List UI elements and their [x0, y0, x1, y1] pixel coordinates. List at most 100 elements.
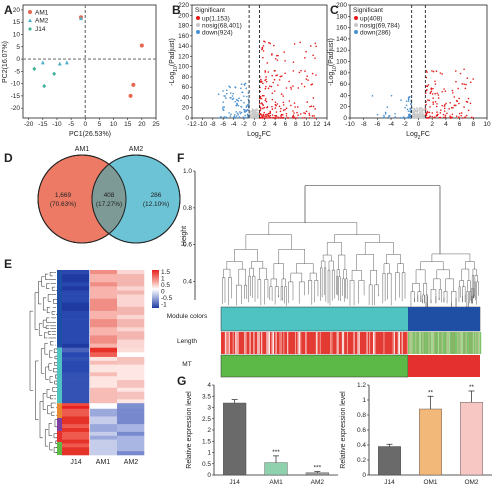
- length-stripe: [280, 332, 282, 354]
- down-point: [409, 95, 411, 98]
- up-point: [439, 109, 442, 111]
- up-point: [434, 92, 436, 95]
- down-point: [238, 97, 240, 100]
- down-point: [245, 106, 248, 108]
- x-tick-label: 6: [458, 121, 462, 128]
- up-point: [291, 115, 294, 118]
- x-tick-label: 2: [430, 121, 434, 128]
- x-tick-label: -20: [24, 121, 34, 128]
- heatmap-cell: [117, 383, 145, 389]
- length-stripe: [414, 332, 416, 354]
- nosig-point: [413, 115, 416, 117]
- legend-nosig: nosig(68,401): [202, 23, 242, 30]
- venn-label-am1: AM1: [75, 146, 90, 153]
- length-stripe: [279, 332, 281, 354]
- up-point: [274, 58, 277, 60]
- heatmap-cell: [117, 290, 145, 295]
- heatmap-cell: [62, 339, 90, 344]
- heatmap-cell: [117, 335, 145, 340]
- y-tick-label: 3: [207, 405, 211, 412]
- length-stripe: [420, 332, 422, 354]
- heatmap-cell: [117, 420, 145, 425]
- up-point: [454, 70, 457, 72]
- down-point: [244, 111, 246, 113]
- up-point: [434, 100, 437, 103]
- up-point: [444, 116, 447, 118]
- up-point: [432, 97, 434, 99]
- down-point: [400, 99, 402, 101]
- y-tick-label: 160: [178, 33, 189, 40]
- nosig-point: [417, 114, 420, 117]
- up-point: [265, 85, 267, 88]
- up-point: [469, 102, 472, 105]
- nosig-point: [412, 113, 414, 115]
- heatmap-cell: [62, 347, 90, 353]
- heatmap-cell: [117, 347, 145, 353]
- heatmap-cell: [62, 451, 90, 456]
- nosig-point: [251, 117, 253, 119]
- heatmap-cell: [117, 339, 145, 344]
- wgcna-ylabel: Height: [181, 226, 188, 246]
- up-point: [311, 115, 314, 117]
- down-point: [217, 93, 220, 96]
- up-point: [425, 76, 428, 79]
- up-point: [290, 86, 292, 89]
- length-stripe: [422, 332, 424, 354]
- up-point: [280, 93, 283, 95]
- up-point: [463, 68, 465, 71]
- heatmap-cell: [117, 286, 145, 291]
- heatmap-cell: [90, 435, 118, 440]
- up-point: [263, 111, 266, 114]
- up-point: [263, 106, 266, 109]
- up-point: [432, 70, 435, 73]
- heatmap-cell: [117, 443, 145, 448]
- up-point: [262, 50, 265, 52]
- nosig-point: [254, 114, 256, 116]
- length-stripe: [399, 332, 400, 354]
- up-point: [310, 105, 313, 107]
- up-point: [430, 90, 433, 93]
- x-tick-label: 5: [98, 121, 102, 128]
- y-tick-label: 40: [182, 94, 190, 101]
- venn-overlap-count: 408: [104, 192, 115, 199]
- up-point: [304, 112, 307, 115]
- up-point: [264, 70, 266, 72]
- length-stripe: [269, 332, 270, 354]
- nosig-point: [421, 114, 424, 117]
- y-tick-label: 0.8: [183, 205, 192, 212]
- up-point: [259, 102, 261, 105]
- up-point: [275, 114, 277, 117]
- x-tick-label: -4: [388, 121, 394, 128]
- up-point: [436, 103, 438, 105]
- x-tick-label: -10: [345, 121, 355, 128]
- length-stripe: [447, 332, 449, 354]
- up-point: [269, 42, 272, 45]
- length-stripe: [470, 332, 472, 354]
- up-point: [431, 112, 434, 114]
- up-point: [459, 72, 462, 75]
- heatmap-cell: [90, 424, 118, 429]
- up-point: [467, 97, 470, 100]
- heatmap-cell: [117, 327, 145, 332]
- heatmap-cell: [62, 310, 90, 316]
- up-point: [285, 112, 288, 115]
- heatmap-cell: [90, 286, 118, 291]
- down-point: [237, 104, 240, 107]
- up-point: [264, 99, 267, 102]
- up-point: [442, 113, 445, 116]
- down-point: [225, 89, 228, 92]
- down-point: [408, 96, 410, 99]
- heatmap-cell: [90, 383, 118, 389]
- down-point: [383, 116, 385, 119]
- heatmap-cell: [62, 298, 90, 304]
- down-point: [231, 98, 234, 101]
- up-point: [305, 110, 308, 113]
- length-stripe: [343, 332, 345, 354]
- length-stripe: [458, 332, 460, 354]
- venn-overlap-pct: (17.27%): [96, 201, 122, 208]
- up-point: [264, 79, 266, 82]
- up-point: [284, 108, 286, 111]
- heatmap-cell: [62, 439, 90, 444]
- up-point: [272, 116, 274, 119]
